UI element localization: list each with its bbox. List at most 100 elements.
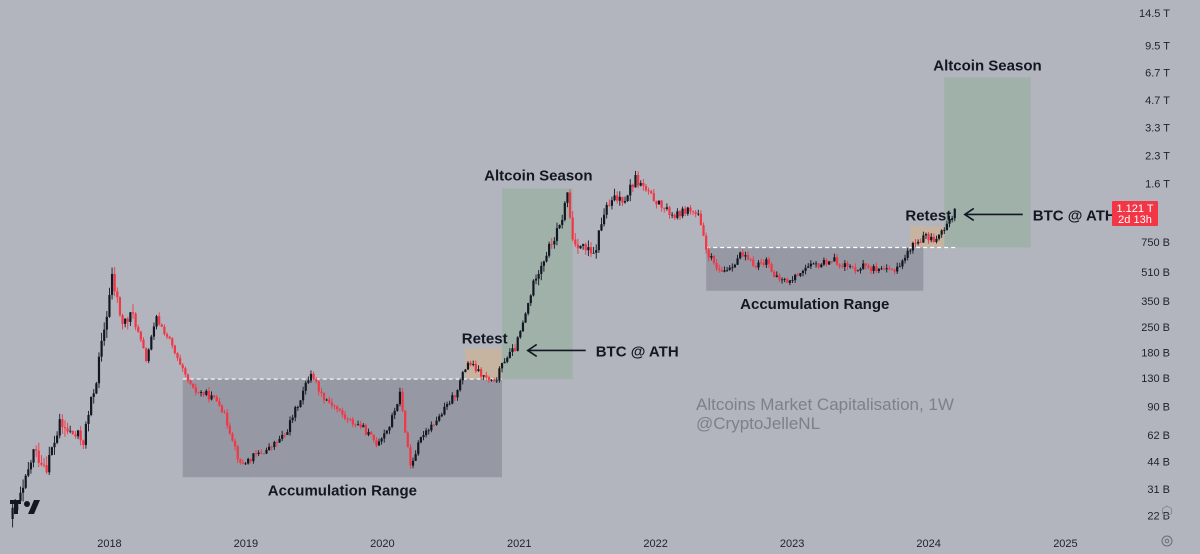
candle-body xyxy=(919,241,922,243)
price-tick-label: 14.5 T xyxy=(1139,8,1170,20)
candle-body xyxy=(158,316,161,325)
candle-body xyxy=(843,263,846,267)
candle-body xyxy=(76,430,80,437)
candle-body xyxy=(152,326,156,337)
candle-body xyxy=(616,195,619,201)
candle-body xyxy=(97,356,101,384)
candle-body xyxy=(472,364,475,365)
candle-body xyxy=(710,256,713,258)
settings-icon[interactable] xyxy=(1161,535,1173,547)
candle-body xyxy=(506,357,509,362)
candle-body xyxy=(239,459,242,463)
candle-body xyxy=(409,447,412,466)
candle-body xyxy=(848,266,852,268)
candle-body xyxy=(760,262,763,264)
candle-body xyxy=(684,208,687,214)
candle-body xyxy=(233,440,237,447)
candle-body xyxy=(765,259,768,265)
candle-body xyxy=(377,441,381,446)
candle-body xyxy=(487,377,491,380)
candle-body xyxy=(637,175,640,186)
candle-body xyxy=(163,326,166,335)
candle-body xyxy=(906,250,909,258)
candle-body xyxy=(220,405,224,413)
candle-body xyxy=(390,415,394,427)
candle-body xyxy=(393,410,396,416)
candle-body xyxy=(770,264,773,272)
candle-body xyxy=(951,218,954,220)
candle-body xyxy=(438,416,441,421)
candle-body xyxy=(24,475,27,488)
candle-body xyxy=(623,200,627,203)
candle-body xyxy=(723,270,726,272)
candle-body xyxy=(932,236,935,242)
candle-body xyxy=(739,252,742,259)
candle-body xyxy=(524,313,527,323)
candle-body xyxy=(197,392,200,394)
candle-body xyxy=(27,469,30,476)
candle-body xyxy=(265,449,268,454)
time-axis[interactable]: 2018 2019 2020 2021 2022 2023 2024 2025 xyxy=(97,538,1077,550)
tradingview-logo-icon[interactable] xyxy=(10,500,40,514)
candle-body xyxy=(571,217,574,240)
candle-body xyxy=(171,338,174,346)
time-tick-label: 2019 xyxy=(234,538,258,550)
candle-body xyxy=(629,184,632,196)
accumulation-zone-1 xyxy=(182,379,503,478)
candle-body xyxy=(828,261,831,265)
candle-body xyxy=(121,315,124,324)
candle-body xyxy=(291,417,294,421)
candle-body xyxy=(372,434,375,441)
candle-body xyxy=(647,190,650,192)
candle-body xyxy=(576,244,580,249)
arrow-head xyxy=(963,207,975,222)
candle-body xyxy=(325,399,328,401)
price-tick-label: 44 B xyxy=(1147,457,1170,469)
candle-body xyxy=(495,380,498,382)
candle-body xyxy=(309,373,313,381)
candle-body xyxy=(650,191,653,194)
candle-body xyxy=(105,316,108,330)
candle-body xyxy=(833,257,836,262)
candle-body xyxy=(129,312,132,322)
candle-body xyxy=(270,446,273,448)
candle-body xyxy=(443,406,446,415)
candle-body xyxy=(254,453,258,455)
candle-body xyxy=(542,261,545,266)
candle-body xyxy=(825,259,828,265)
candle-body xyxy=(820,264,823,268)
candle-body xyxy=(388,426,391,431)
candle-body xyxy=(922,235,925,243)
candle-body xyxy=(482,375,485,377)
price-axis[interactable]: 14.5 T 9.5 T 6.7 T 4.7 T 3.3 T 2.3 T 1.6 T 750 … xyxy=(1139,8,1170,523)
candle-body xyxy=(466,362,470,370)
candle-body xyxy=(903,257,907,261)
candle-body xyxy=(299,400,302,408)
auto-scale-icon[interactable] xyxy=(1162,505,1172,517)
candle-body xyxy=(516,337,519,351)
candle-body xyxy=(283,434,286,436)
candle-body xyxy=(302,390,305,401)
candle-body xyxy=(226,412,229,426)
candle-body xyxy=(173,345,176,354)
candle-body xyxy=(733,264,737,268)
candle-body xyxy=(367,431,370,435)
candle-body xyxy=(356,424,360,426)
candle-body xyxy=(215,396,218,402)
candle-body xyxy=(11,507,14,520)
candle-body xyxy=(574,239,577,245)
candle-body xyxy=(937,234,941,239)
candle-body xyxy=(207,390,210,400)
candle-body xyxy=(885,268,888,270)
price-tick-label: 250 B xyxy=(1141,322,1170,334)
candle-body xyxy=(812,263,815,265)
candle-body xyxy=(634,175,637,188)
candle-body xyxy=(744,255,747,257)
candle-body xyxy=(184,368,187,375)
candle-body xyxy=(854,267,857,272)
candle-body xyxy=(631,184,634,188)
candle-body xyxy=(914,242,917,244)
candle-body xyxy=(728,267,731,270)
candle-body xyxy=(846,263,849,267)
